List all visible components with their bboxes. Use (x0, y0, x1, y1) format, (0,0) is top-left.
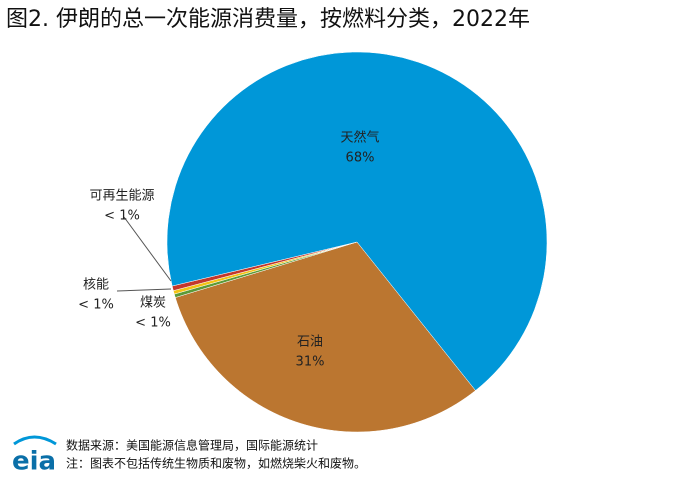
pie-slice (166, 51, 548, 391)
value-label: 31% (296, 355, 325, 370)
source: 数据来源：美国能源信息管理局，国际能源统计 (66, 438, 318, 453)
value-label: < 1% (104, 209, 140, 224)
slice-label: 可再生能源 (89, 189, 154, 204)
logo-arc (13, 435, 57, 446)
chart-title: 图2. 伊朗的总一次能源消费量，按燃料分类，2022年 (6, 7, 530, 32)
leader-line (123, 216, 172, 282)
value-label: < 1% (78, 298, 114, 313)
slice-label: 煤炭 (140, 296, 166, 311)
slice-label: 天然气 (340, 130, 379, 146)
value-label: < 1% (135, 316, 171, 331)
slice-label: 石油 (297, 335, 323, 350)
pie-slice (174, 241, 476, 433)
slice-label: 核能 (83, 278, 109, 293)
pie (166, 51, 548, 433)
logo: eia (12, 447, 56, 477)
note: 注：图表不包括传统生物质和废物，如燃烧柴火和废物。 (66, 456, 366, 471)
leader-line (116, 288, 172, 292)
value-label: 68% (346, 151, 375, 166)
